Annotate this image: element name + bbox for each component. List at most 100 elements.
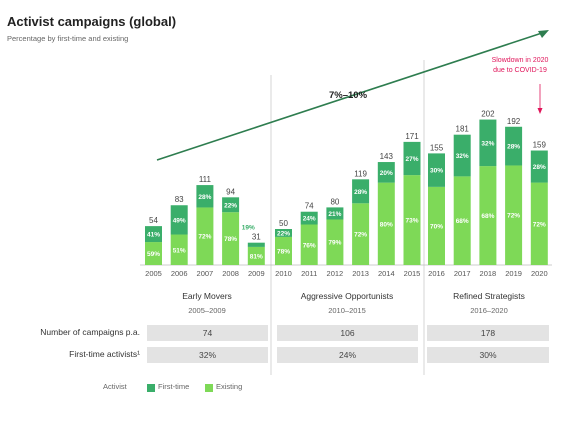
row-label-campaigns: Number of campaigns p.a. (40, 327, 140, 337)
pct-existing-label: 78% (224, 236, 237, 243)
bar-existing (222, 212, 240, 265)
x-tick-label: 2009 (248, 269, 265, 278)
pct-existing-label: 80% (380, 221, 393, 228)
pct-existing-label: 68% (481, 213, 494, 220)
phase-years: 2010–2015 (328, 306, 366, 315)
pct-existing-label: 72% (507, 213, 520, 220)
x-tick-label: 2005 (145, 269, 162, 278)
phase1-first-time: 32% (147, 347, 268, 363)
pct-existing-label: 79% (328, 240, 341, 247)
phase1-campaigns: 74 (147, 325, 268, 341)
pct-first-time-label: 19% (242, 225, 255, 232)
bar-total-label: 143 (380, 152, 394, 161)
pct-existing-label: 73% (405, 218, 418, 225)
chart-title: Activist campaigns (global) (7, 14, 177, 29)
x-tick-label: 2020 (531, 269, 548, 278)
pct-first-time-label: 28% (507, 144, 520, 151)
x-tick-label: 2013 (352, 269, 369, 278)
bar-total-label: 159 (533, 141, 547, 150)
bar-first-time (170, 205, 188, 235)
bar-total-label: 119 (354, 169, 367, 178)
bar-first-time (479, 119, 497, 167)
bar-first-time (247, 242, 265, 247)
phase-name: Early Movers (182, 291, 232, 301)
row-label-first-time: First-time activists¹ (69, 349, 140, 359)
x-tick-label: 2019 (505, 269, 522, 278)
legend-swatch-existing (205, 384, 213, 392)
x-tick-label: 2015 (404, 269, 421, 278)
callout-text: due to COVID-19 (493, 67, 547, 74)
bar-existing (505, 165, 523, 265)
bar-existing (326, 219, 344, 265)
bar-first-time (377, 162, 395, 183)
bar-first-time (275, 229, 292, 237)
legend-existing: Existing (216, 382, 243, 391)
pct-first-time-label: 22% (277, 230, 290, 237)
pct-first-time-label: 30% (430, 168, 443, 175)
pct-first-time-label: 28% (354, 189, 367, 196)
phase-name: Refined Strategists (453, 291, 525, 301)
bar-existing (428, 186, 445, 265)
trend-arrow-head (538, 30, 549, 38)
pct-existing-label: 59% (147, 251, 160, 258)
phase3-first-time: 30% (427, 347, 549, 363)
phase2-campaigns: 106 (277, 325, 418, 341)
phase3-campaigns: 178 (427, 325, 549, 341)
bar-first-time (505, 126, 523, 166)
pct-first-time-label: 32% (481, 140, 494, 147)
pct-first-time-label: 24% (303, 216, 316, 223)
pct-existing-label: 70% (430, 223, 443, 230)
bar-first-time (352, 179, 370, 204)
bar-existing (247, 246, 265, 265)
pct-first-time-label: 49% (173, 217, 186, 224)
bar-existing (352, 203, 370, 265)
bar-first-time (326, 207, 344, 220)
pct-existing-label: 72% (354, 232, 367, 239)
bar-first-time (300, 211, 318, 225)
bar-total-label: 192 (507, 117, 521, 126)
bar-existing (196, 207, 214, 265)
bar-total-label: 111 (199, 175, 212, 184)
x-tick-label: 2016 (428, 269, 445, 278)
pct-first-time-label: 28% (533, 164, 546, 171)
pct-existing-label: 72% (198, 234, 211, 241)
bar-existing (275, 236, 292, 265)
trend-arrow-line (156, 31, 546, 161)
callout-arrow (537, 108, 543, 114)
pct-first-time-label: 27% (405, 156, 418, 163)
bar-existing (145, 242, 162, 265)
pct-first-time-label: 28% (198, 194, 211, 201)
x-tick-label: 2017 (454, 269, 471, 278)
bar-first-time (145, 226, 162, 243)
bar-total-label: 155 (430, 143, 444, 152)
chart-subtitle: Percentage by first-time and existing (7, 34, 129, 43)
bar-total-label: 202 (481, 110, 495, 119)
phase-years: 2005–2009 (188, 306, 226, 315)
bar-total-label: 181 (456, 125, 470, 134)
bar-total-label: 94 (226, 187, 235, 196)
x-tick-label: 2014 (378, 269, 395, 278)
bar-existing (300, 224, 318, 265)
bar-total-label: 171 (405, 132, 419, 141)
x-tick-label: 2007 (197, 269, 214, 278)
bar-total-label: 50 (279, 219, 288, 228)
bar-total-label: 74 (305, 202, 314, 211)
bar-existing (377, 182, 395, 265)
pct-existing-label: 78% (277, 248, 290, 255)
phase2-first-time: 24% (277, 347, 418, 363)
x-tick-label: 2006 (171, 269, 188, 278)
bar-existing (403, 175, 421, 265)
trend-label: 7%–10% (329, 90, 368, 101)
bar-total-label: 31 (252, 233, 261, 242)
x-tick-label: 2011 (301, 269, 317, 278)
pct-first-time-label: 32% (456, 153, 469, 160)
phase-years: 2016–2020 (470, 306, 508, 315)
bar-first-time (530, 150, 548, 183)
pct-first-time-label: 21% (328, 211, 341, 218)
bar-total-label: 83 (175, 195, 184, 204)
pct-existing-label: 68% (456, 218, 469, 225)
pct-existing-label: 81% (250, 253, 263, 260)
bar-first-time (403, 141, 421, 176)
bar-first-time (222, 197, 240, 213)
